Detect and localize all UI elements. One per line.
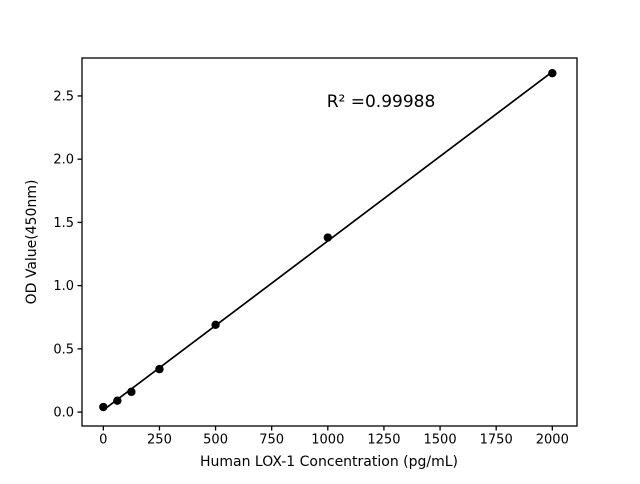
data-point bbox=[113, 396, 122, 405]
data-point bbox=[323, 233, 333, 242]
data-point bbox=[127, 387, 136, 397]
plot-border bbox=[81, 57, 578, 427]
x-tick-label: 750 bbox=[259, 433, 284, 448]
y-tick-label: 2.0 bbox=[53, 153, 74, 168]
x-tick-label: 0 bbox=[99, 433, 107, 448]
x-tick-label: 1000 bbox=[311, 433, 344, 448]
y-tick-label: 1.5 bbox=[53, 216, 74, 231]
plot-area: 0 250 500 750 1000 1250 1500 1750 2000 0.0 0.5 1.0 1… bbox=[53, 57, 578, 448]
y-tick-label: 1.0 bbox=[53, 279, 74, 294]
x-tick-label: 1750 bbox=[480, 433, 513, 448]
x-axis-label: Human LOX-1 Concentration (pg/mL) bbox=[200, 454, 458, 470]
r-squared-annotation: R² =0.99988 bbox=[327, 92, 436, 112]
x-tick-label: 1250 bbox=[367, 433, 400, 448]
data-point bbox=[99, 402, 108, 412]
data-point bbox=[155, 364, 164, 374]
x-tick-label: 500 bbox=[203, 433, 228, 448]
x-tick-label: 1500 bbox=[424, 433, 457, 448]
x-tick-label: 2000 bbox=[536, 433, 569, 448]
data-point bbox=[548, 68, 557, 78]
data-point bbox=[211, 320, 220, 330]
y-tick-label: 2.5 bbox=[53, 89, 74, 104]
y-tick-label: 0.0 bbox=[53, 406, 74, 421]
y-tick-label: 0.5 bbox=[53, 342, 74, 357]
x-tick-label: 250 bbox=[147, 433, 172, 448]
y-axis-label: OD Value(450nm) bbox=[24, 180, 40, 305]
